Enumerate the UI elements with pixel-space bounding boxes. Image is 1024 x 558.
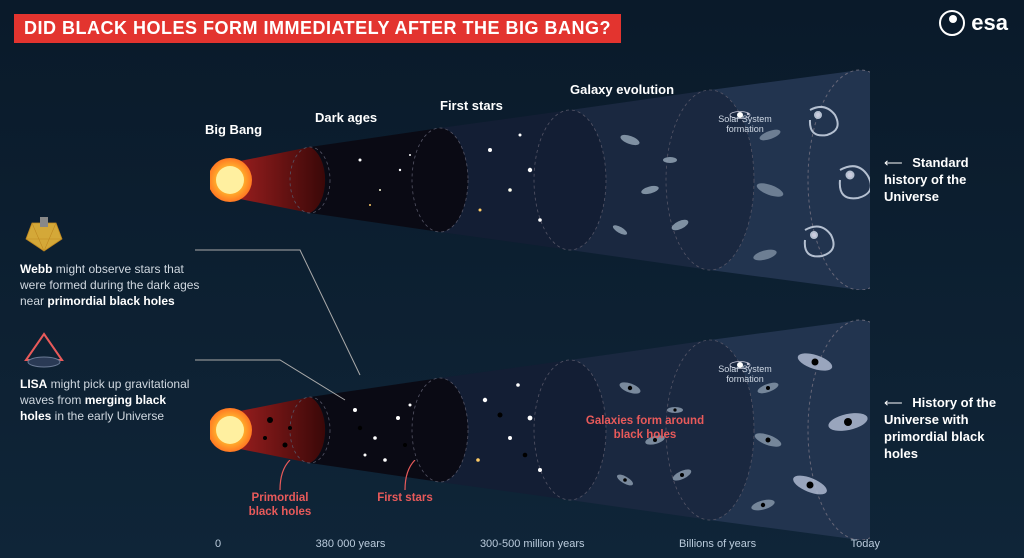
right-label-standard: ⟵ Standard history of the Universe — [884, 155, 1004, 206]
label-primordial-bh: Primordial black holes — [240, 492, 320, 520]
timeline-t2: 300-500 million years — [480, 538, 585, 550]
webb-telescope-icon — [20, 215, 68, 255]
esa-logo: esa — [939, 10, 1008, 36]
label-big-bang: Big Bang — [205, 122, 262, 137]
webb-bold: Webb — [20, 262, 52, 276]
label-galaxies-form: Galaxies form around black holes — [585, 415, 705, 443]
note-webb: Webb might observe stars that were forme… — [20, 215, 200, 310]
timeline-t3: Billions of years — [679, 538, 756, 550]
label-solar-system-2: Solar System formation — [715, 365, 775, 385]
note-connectors — [190, 230, 390, 410]
lisa-text2: in the early Universe — [51, 409, 164, 423]
webb-bold2: primordial black holes — [47, 294, 174, 308]
label-dark-ages: Dark ages — [315, 110, 377, 125]
label-first-stars: First stars — [440, 98, 503, 113]
page-title: DID BLACK HOLES FORM IMMEDIATELY AFTER T… — [14, 14, 621, 43]
label-first-stars-pbh: First stars — [370, 492, 440, 506]
lisa-bold: LISA — [20, 377, 47, 391]
right-label-primordial: ⟵ History of the Universe with primordia… — [884, 395, 1004, 463]
label-galaxy-evolution: Galaxy evolution — [570, 82, 674, 97]
timeline-t0: 0 — [215, 538, 221, 550]
timeline-axis: 0 380 000 years 300-500 million years Bi… — [210, 538, 870, 550]
label-solar-system-1: Solar System formation — [715, 115, 775, 135]
note-lisa: LISA might pick up gravitational waves f… — [20, 330, 200, 425]
timeline-t1: 380 000 years — [316, 538, 386, 550]
timeline-t4: Today — [851, 538, 880, 550]
arrow-icon-2: ⟵ — [884, 395, 903, 412]
esa-logo-text: esa — [971, 10, 1008, 36]
esa-logo-icon — [939, 10, 965, 36]
lisa-detector-icon — [20, 330, 68, 370]
arrow-icon: ⟵ — [884, 155, 903, 172]
